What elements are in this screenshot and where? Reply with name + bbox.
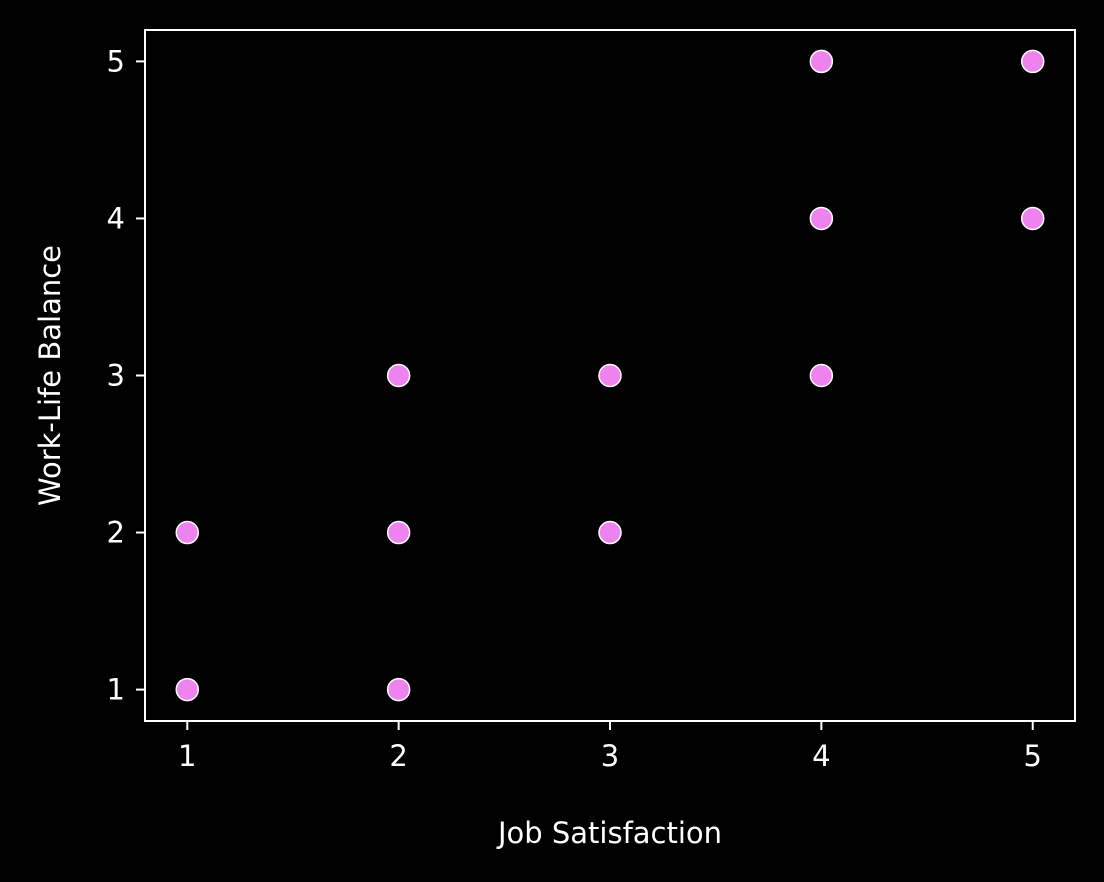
y-tick-label: 1 xyxy=(107,673,125,707)
data-point xyxy=(1020,206,1045,231)
y-tick-label: 2 xyxy=(107,516,125,550)
data-point xyxy=(598,363,622,388)
x-tick-label: 3 xyxy=(601,739,619,773)
data-point xyxy=(809,206,834,231)
y-axis-title: Work-Life Balance xyxy=(33,245,67,506)
x-tick-label: 5 xyxy=(1024,739,1042,773)
data-point xyxy=(809,49,834,74)
data-point xyxy=(386,363,411,388)
data-points xyxy=(175,49,1045,702)
x-tick-label: 1 xyxy=(178,739,196,773)
x-tick-label: 2 xyxy=(389,739,407,773)
data-point xyxy=(175,520,200,545)
data-point xyxy=(386,677,411,702)
data-point xyxy=(1020,49,1045,74)
x-axis: 1 2 3 4 5 xyxy=(178,721,1042,773)
x-axis-title: Job Satisfaction xyxy=(496,816,722,850)
y-tick-label: 5 xyxy=(107,44,125,78)
y-tick-label: 3 xyxy=(107,359,125,393)
y-tick-label: 4 xyxy=(107,201,125,235)
data-point xyxy=(175,677,200,702)
y-axis: 1 2 3 4 5 xyxy=(107,44,145,707)
data-point xyxy=(386,520,411,545)
data-point xyxy=(598,520,622,545)
x-tick-label: 4 xyxy=(812,739,830,773)
data-point xyxy=(809,363,834,388)
